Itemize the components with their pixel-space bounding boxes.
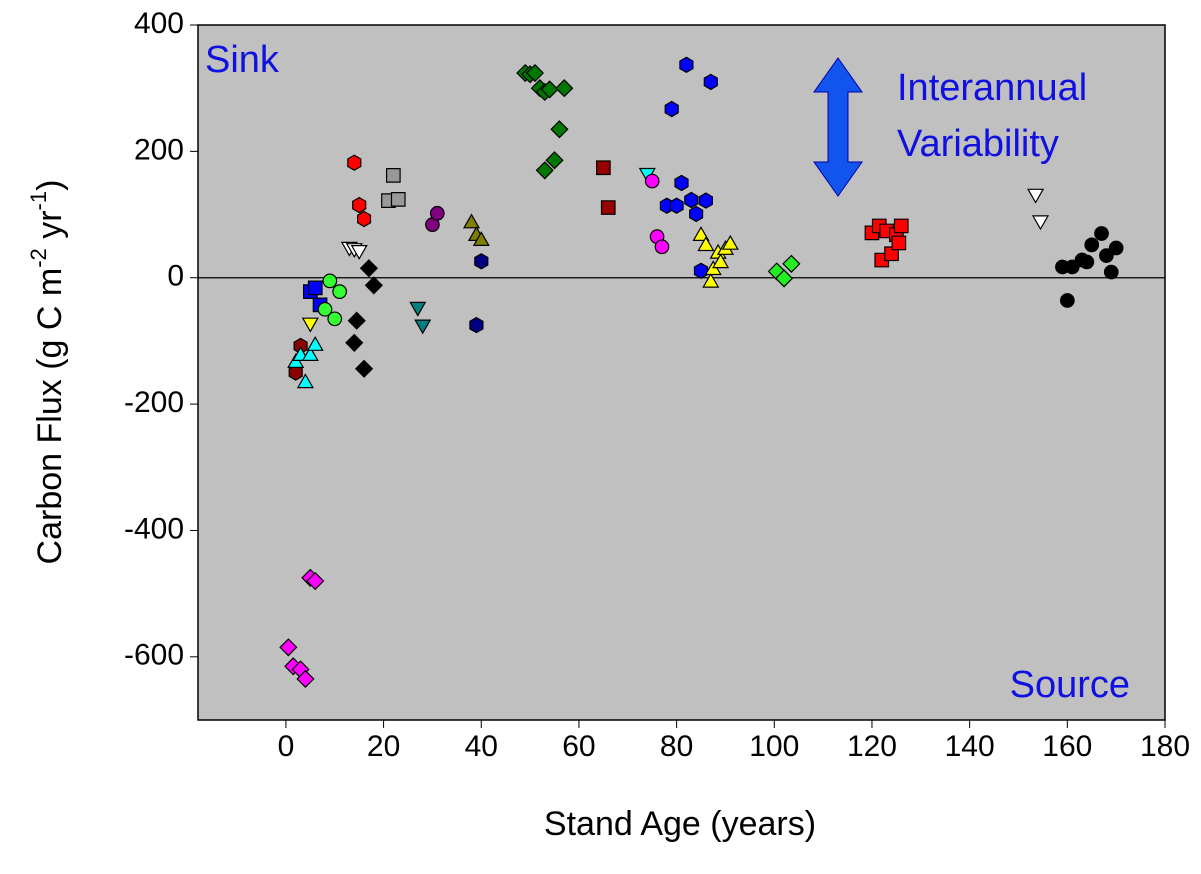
point xyxy=(654,239,670,255)
point xyxy=(386,168,401,183)
y-axis-title: Carbon Flux (g C m-2 yr-1) xyxy=(26,180,69,565)
point xyxy=(347,154,362,171)
x-tick-label: 60 xyxy=(562,730,595,763)
x-axis-title: Stand Age (years) xyxy=(544,805,816,843)
point xyxy=(429,205,445,221)
x-tick-label: 0 xyxy=(278,730,295,763)
variability-label: Interannual xyxy=(897,67,1087,109)
point xyxy=(279,638,298,657)
point xyxy=(462,213,481,229)
point xyxy=(414,319,432,335)
point xyxy=(345,333,364,352)
point xyxy=(288,364,303,381)
point xyxy=(364,276,383,295)
point xyxy=(712,253,730,269)
y-title-sup: -1 xyxy=(26,191,51,211)
point xyxy=(1027,188,1045,204)
point xyxy=(689,205,704,223)
point xyxy=(317,301,333,317)
point xyxy=(322,273,338,289)
point xyxy=(693,262,709,279)
point xyxy=(357,210,372,228)
point xyxy=(550,120,569,139)
point xyxy=(891,235,907,251)
point xyxy=(535,161,554,180)
y-title-sup: -2 xyxy=(26,248,51,268)
point xyxy=(703,73,718,91)
y-tick-label: 200 xyxy=(134,133,184,166)
variability-label: Variability xyxy=(897,123,1059,165)
point xyxy=(469,316,484,334)
point xyxy=(697,236,715,252)
point xyxy=(301,346,319,361)
x-tick-label: 20 xyxy=(367,730,400,763)
y-title-part: Carbon Flux (g C m xyxy=(31,268,69,565)
point xyxy=(684,191,699,209)
point xyxy=(359,259,379,278)
point xyxy=(306,335,324,351)
point xyxy=(474,253,489,270)
point xyxy=(472,231,490,246)
point xyxy=(350,245,368,260)
point xyxy=(1031,215,1050,231)
point xyxy=(409,301,427,317)
point xyxy=(545,151,564,170)
point xyxy=(354,359,374,378)
x-tick-label: 80 xyxy=(660,730,693,763)
point xyxy=(893,218,909,234)
point xyxy=(296,373,314,389)
point xyxy=(1108,240,1124,256)
point xyxy=(644,173,660,189)
point xyxy=(664,100,679,118)
x-tick-label: 140 xyxy=(945,730,995,763)
point xyxy=(301,317,319,333)
point xyxy=(600,200,616,215)
point xyxy=(702,272,720,288)
point xyxy=(332,284,347,299)
point xyxy=(1103,264,1119,280)
point xyxy=(1079,254,1095,270)
point xyxy=(390,192,406,207)
point xyxy=(692,226,710,241)
point xyxy=(555,79,574,98)
point xyxy=(296,669,315,689)
point xyxy=(1059,293,1075,308)
point xyxy=(1099,248,1114,263)
point xyxy=(698,192,714,209)
x-tick-label: 100 xyxy=(749,730,799,763)
source-label: Source xyxy=(1010,664,1130,706)
y-tick-label: -400 xyxy=(124,512,184,545)
y-tick-label: -600 xyxy=(124,639,184,672)
point xyxy=(774,269,794,288)
point xyxy=(352,196,367,214)
point xyxy=(674,174,689,192)
point xyxy=(679,56,694,73)
point xyxy=(1094,226,1109,241)
point xyxy=(347,311,366,330)
point xyxy=(307,280,323,296)
y-tick-label: 0 xyxy=(167,260,184,293)
point xyxy=(721,234,739,250)
x-tick-label: 180 xyxy=(1140,730,1190,763)
x-tick-label: 160 xyxy=(1042,730,1092,763)
x-tick-label: 120 xyxy=(847,730,897,763)
y-tick-label: -200 xyxy=(124,386,184,419)
y-tick-label: 400 xyxy=(134,7,184,40)
x-tick-label: 40 xyxy=(465,730,498,763)
point xyxy=(1084,237,1100,253)
sink-label: Sink xyxy=(205,39,280,81)
point xyxy=(595,160,611,176)
point xyxy=(540,80,559,99)
variability-arrow xyxy=(813,57,863,197)
point xyxy=(525,63,545,83)
point xyxy=(782,254,801,273)
point xyxy=(306,571,325,591)
point xyxy=(327,311,343,327)
y-title-part: yr xyxy=(31,210,69,248)
point xyxy=(669,197,684,214)
y-title-part: ) xyxy=(31,180,69,191)
